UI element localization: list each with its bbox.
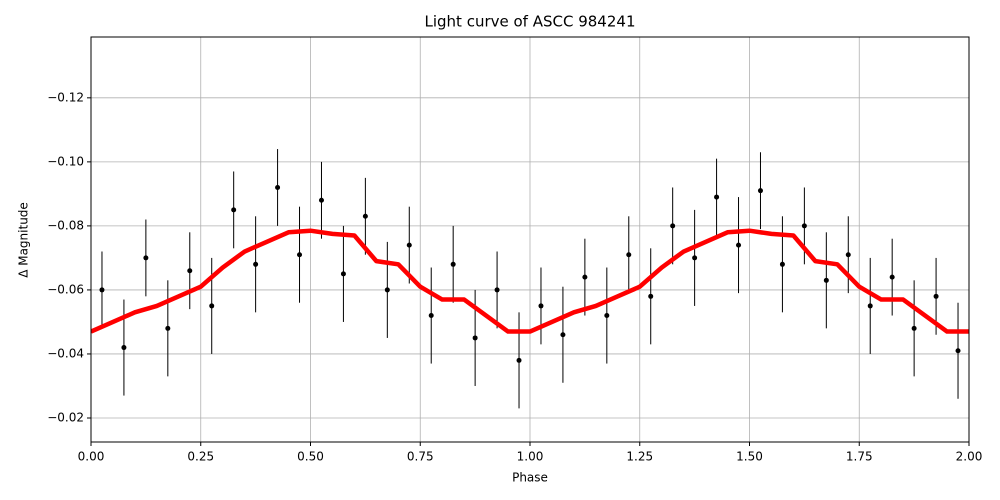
data-point [516,357,522,363]
x-axis-label: Phase [512,471,548,485]
data-point [318,197,324,203]
plot-area [91,149,969,409]
data-point [670,223,676,229]
x-tick-label: 0.75 [407,450,434,464]
data-point [406,242,412,248]
x-tick-label: 0.25 [187,450,214,464]
data-point [845,252,851,258]
data-point [692,255,698,261]
data-point [823,277,829,283]
data-point [143,255,149,261]
data-point [340,271,346,277]
data-point [121,345,127,351]
grid [90,37,970,442]
chart-title: Light curve of ASCC 984241 [425,13,636,31]
data-point [736,242,742,248]
data-point [297,252,303,258]
data-point [933,293,939,299]
data-point [779,261,785,267]
y-tick-label: −0.02 [47,410,84,424]
data-point [209,303,215,309]
x-tick-label: 0.00 [78,450,105,464]
data-point [867,303,873,309]
x-tick-label: 1.25 [626,450,653,464]
x-tick-label: 0.50 [297,450,324,464]
data-point [362,213,368,219]
x-tick-label: 1.75 [846,450,873,464]
data-point [538,303,544,309]
data-point [428,313,434,319]
y-tick-label: −0.10 [47,154,84,168]
data-point [955,348,961,354]
y-tick-label: −0.08 [47,218,84,232]
data-point [231,207,237,213]
trend-line [91,228,969,334]
data-point [582,274,588,280]
data-point [801,223,807,229]
data-point [757,188,763,194]
data-point [911,325,917,331]
data-point [472,335,478,341]
data-point [450,261,456,267]
data-point [714,194,720,200]
data-point [889,274,895,280]
data-point [165,325,171,331]
y-axis-label: Δ Magnitude [17,202,31,278]
x-tick-label: 2.00 [956,450,983,464]
data-point [253,261,259,267]
x-tick-label: 1.00 [517,450,544,464]
data-point [560,332,566,338]
data-point [187,268,193,274]
data-point [275,184,281,190]
data-point [604,313,610,319]
data-point [99,287,105,293]
y-tick-label: −0.06 [47,282,84,296]
x-tick-label: 1.50 [736,450,763,464]
y-tick-label: −0.12 [47,90,84,104]
data-point [494,287,500,293]
data-point [384,287,390,293]
data-point [648,293,654,299]
y-tick-label: −0.04 [47,346,84,360]
data-point [626,252,632,258]
